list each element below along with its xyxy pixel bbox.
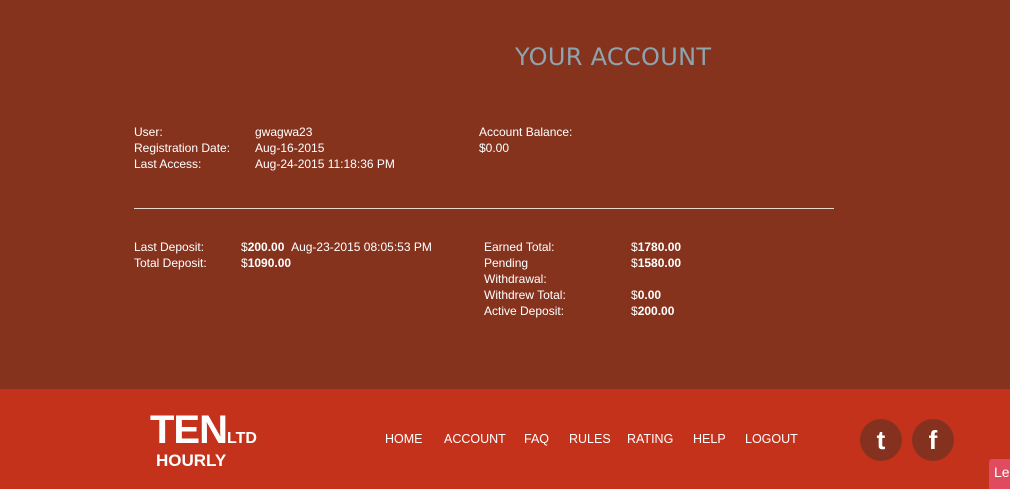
nav-rules[interactable]: RULES [569,432,611,446]
user-info-values: gwagwa23 Aug-16-2015 Aug-24-2015 11:18:3… [255,124,395,172]
nav-home[interactable]: HOME [385,432,423,446]
nav-faq[interactable]: FAQ [524,432,550,446]
logo-sub: HOURLY [156,451,227,470]
currency: $ [631,304,638,318]
withdrew-total: 0.00 [637,288,662,302]
logo-main: TEN [150,408,228,452]
user-label: User: [134,125,163,139]
twitter-icon[interactable]: t [860,419,902,461]
footer [0,389,1010,489]
currency: $ [631,256,638,270]
nav-help[interactable]: HELP [693,432,726,446]
account-balance: Account Balance: $0.00 [479,124,572,156]
deposit-labels: Last Deposit: Total Deposit: [134,239,207,271]
last-deposit-amount: 200.00 [247,240,285,254]
totals-values: $1780.00 $1580.00 $0.00 $200.00 [631,239,681,319]
divider [134,208,834,209]
earned-total: 1780.00 [637,240,682,254]
balance-label: Account Balance: [479,125,573,139]
deposit-values: $200.00 Aug-23-2015 08:05:53 PM $1090.00 [241,239,432,271]
nav-account[interactable]: ACCOUNT [444,432,506,446]
facebook-icon[interactable]: f [912,419,954,461]
last-access-label: Last Access: [134,157,202,171]
registration-date: Aug-16-2015 [255,141,325,155]
logo[interactable]: TENLTD HOURLY [150,410,257,469]
last-access: Aug-24-2015 11:18:36 PM [255,157,395,171]
total-deposit-currency: $ [241,256,248,270]
currency: $ [631,288,638,302]
chat-button[interactable]: Le [989,459,1010,489]
user-info-labels: User: Registration Date: Last Access: [134,124,230,172]
totals-labels: Earned Total: Pending Withdrawal: Withdr… [484,239,604,319]
pending-withdrawal: 1580.00 [637,256,682,270]
last-deposit-currency: $ [241,240,248,254]
pending-withdrawal-label: Pending Withdrawal: [484,256,547,286]
withdrew-total-label: Withdrew Total: [484,288,566,302]
nav-rating[interactable]: RATING [627,432,674,446]
earned-total-label: Earned Total: [484,240,555,254]
currency: $ [631,240,638,254]
nav-logout[interactable]: LOGOUT [745,432,798,446]
page-title: YOUR ACCOUNT [515,43,712,71]
registration-date-label: Registration Date: [134,141,231,155]
username: gwagwa23 [255,125,313,139]
active-deposit-label: Active Deposit: [484,304,565,318]
total-deposit-label: Total Deposit: [134,256,207,270]
last-deposit-label: Last Deposit: [134,240,205,254]
active-deposit: 200.00 [637,304,675,318]
logo-suffix: LTD [227,430,257,447]
total-deposit-amount: 1090.00 [247,256,292,270]
last-deposit-date: Aug-23-2015 08:05:53 PM [291,240,432,254]
balance-value: $0.00 [479,141,510,155]
